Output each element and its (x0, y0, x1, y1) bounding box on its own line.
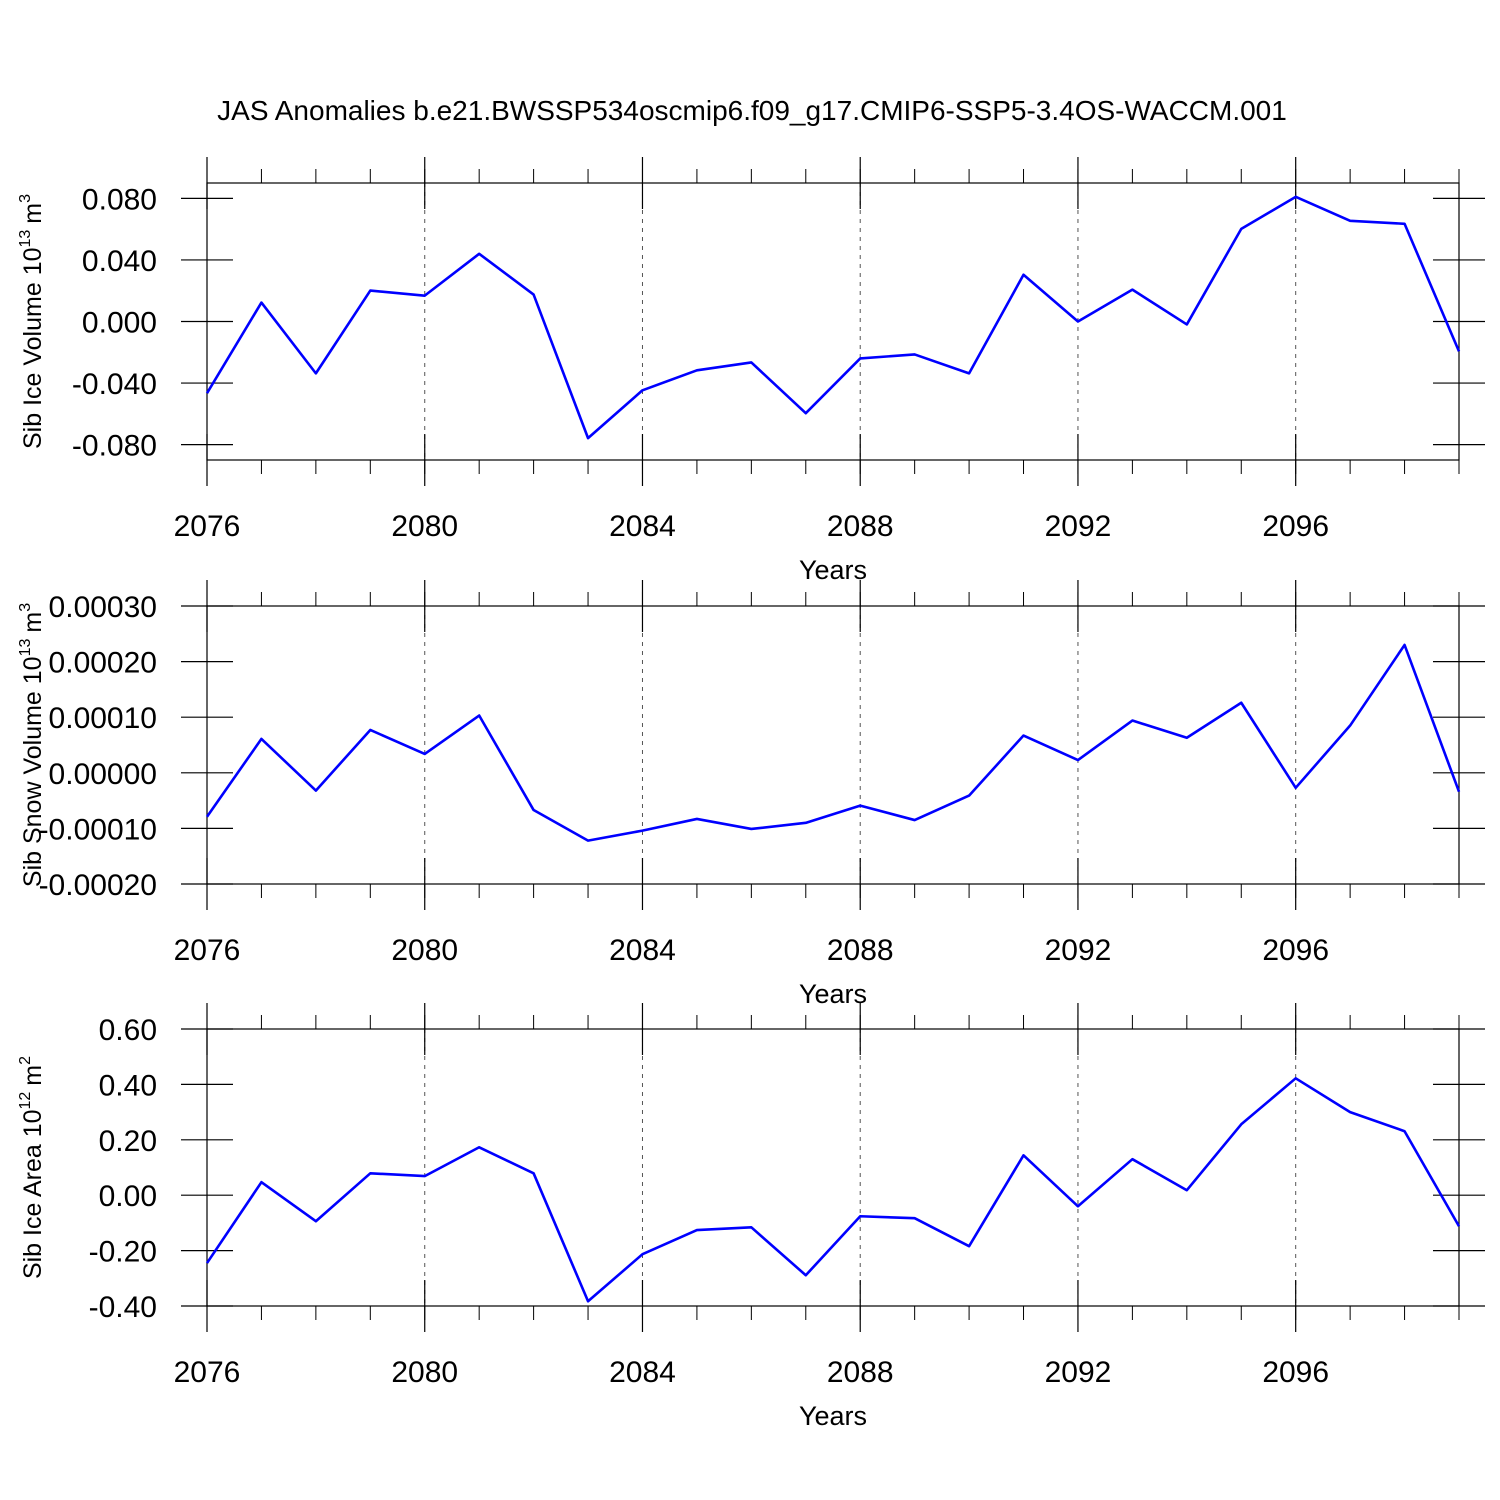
y-tick-label: 0.40 (99, 1069, 157, 1102)
x-tick-label: 2092 (1045, 1356, 1112, 1389)
data-line (205, 643, 1461, 842)
data-line (205, 195, 1461, 440)
y-axis-label-exponent: 2 (17, 1056, 34, 1065)
x-axis-label: Years (799, 555, 867, 585)
y-tick-label: -0.00010 (39, 813, 157, 846)
y-axis-label: Sib Snow Volume 1013 m3 (17, 603, 47, 887)
y-tick-label: -0.20 (89, 1236, 157, 1269)
y-tick-label: 0.00020 (49, 647, 157, 680)
plot-frame (206, 605, 1460, 885)
y-axis-label-exponent: 12 (17, 1092, 34, 1110)
x-tick-label: 2096 (1262, 934, 1329, 967)
y-axis-label-part: Sib Ice Area 10 (19, 1109, 47, 1279)
y-axis-label-exponent: 13 (17, 230, 34, 248)
x-tick-label: 2080 (391, 510, 458, 543)
chart-title: JAS Anomalies b.e21.BWSSP534oscmip6.f09_… (217, 95, 1287, 126)
y-axis-label-exponent: 3 (17, 603, 34, 612)
x-tick-label: 2080 (391, 1356, 458, 1389)
x-tick-label: 2096 (1262, 1356, 1329, 1389)
y-tick-label: 0.00010 (49, 702, 157, 735)
plot-frame (206, 182, 1460, 461)
x-tick-label: 2076 (174, 1356, 241, 1389)
y-axis-label: Sib Ice Area 1012 m2 (17, 1056, 47, 1279)
y-tick-label: 0.60 (99, 1014, 157, 1047)
x-tick-label: 2076 (174, 510, 241, 543)
x-tick-label: 2084 (609, 1356, 676, 1389)
plot-frame (206, 1028, 1460, 1307)
x-tick-label: 2092 (1045, 510, 1112, 543)
x-tick-label: 2092 (1045, 934, 1112, 967)
x-tick-label: 2076 (174, 934, 241, 967)
y-tick-label: -0.040 (72, 368, 157, 401)
x-tick-label: 2084 (609, 934, 676, 967)
y-axis-label-exponent: 13 (17, 639, 34, 657)
x-tick-label: 2080 (391, 934, 458, 967)
x-tick-label: 2096 (1262, 510, 1329, 543)
y-tick-label: 0.040 (82, 245, 157, 278)
x-axis-label: Years (799, 979, 867, 1009)
x-tick-label: 2088 (827, 510, 894, 543)
y-tick-label: 0.20 (99, 1125, 157, 1158)
y-tick-label: 0.080 (82, 183, 157, 216)
y-tick-label: -0.080 (72, 430, 157, 463)
y-axis-label-part: m (19, 203, 47, 224)
y-axis-label: Sib Ice Volume 1013 m3 (17, 194, 47, 449)
y-tick-label: 0.00000 (49, 758, 157, 791)
y-tick-label: 0.00030 (49, 591, 157, 624)
y-axis-label-exponent: 3 (17, 194, 34, 203)
y-axis-label-part: m (19, 1065, 47, 1086)
y-tick-label: 0.000 (82, 307, 157, 340)
y-axis-label-part: Sib Ice Volume 10 (19, 248, 47, 450)
x-tick-label: 2088 (827, 1356, 894, 1389)
y-tick-label: 0.00 (99, 1180, 157, 1213)
y-axis-label-part: m (19, 612, 47, 633)
data-line (205, 1077, 1461, 1303)
x-tick-label: 2084 (609, 510, 676, 543)
y-axis-label-part: Sib Snow Volume 10 (19, 656, 47, 887)
y-tick-label: -0.40 (89, 1291, 157, 1324)
x-tick-label: 2088 (827, 934, 894, 967)
y-tick-label: -0.00020 (39, 869, 157, 902)
x-axis-label: Years (799, 1401, 867, 1431)
